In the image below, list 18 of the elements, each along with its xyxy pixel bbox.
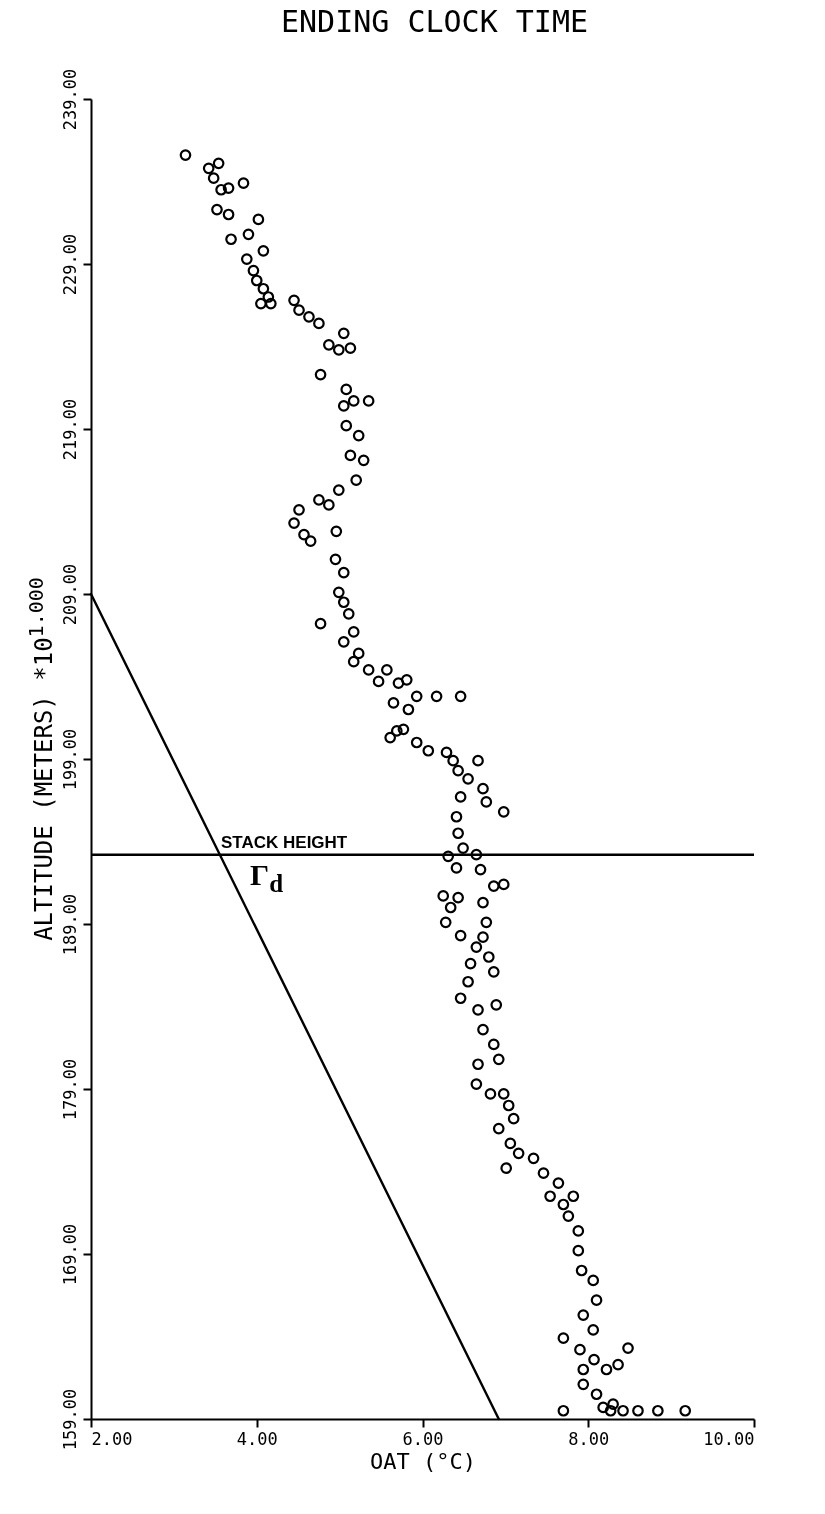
x-tick-label: 6.00 <box>402 1428 444 1449</box>
x-tick-label: 8.00 <box>568 1428 610 1449</box>
x-tick-label: 2.00 <box>91 1428 133 1449</box>
annotation: Γ$_{d}$ <box>250 858 284 898</box>
y-tick-label: 179.00 <box>59 1058 80 1121</box>
y-tick-label: 189.00 <box>59 893 80 956</box>
x-tick-label: 4.00 <box>236 1428 278 1449</box>
chart-title: ENDING CLOCK TIME <box>281 4 589 40</box>
y-tick-label: 169.00 <box>59 1223 80 1286</box>
y-tick-label: 239.00 <box>59 68 80 131</box>
x-tick-label: 10.00 <box>703 1428 755 1449</box>
y-tick-label: 199.00 <box>59 728 80 791</box>
y-tick-label: 159.00 <box>59 1388 80 1451</box>
ref-line-label: STACK HEIGHT <box>221 832 348 852</box>
y-tick-label: 209.00 <box>59 563 80 626</box>
x-axis-title: OAT (°C) <box>370 1448 476 1474</box>
y-tick-label: 219.00 <box>59 398 80 461</box>
y-tick-label: 229.00 <box>59 233 80 296</box>
